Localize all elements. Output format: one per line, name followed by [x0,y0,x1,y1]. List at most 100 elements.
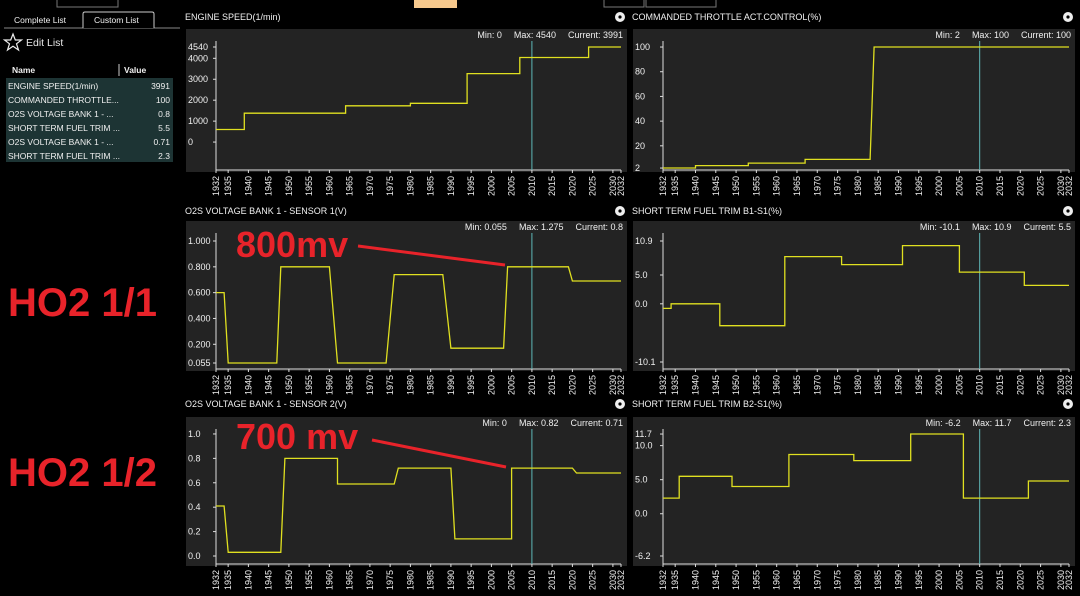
stat: Min: -10.1 [920,222,960,232]
x-tick-label: 1940 [690,176,700,196]
stat: Min: 0 [477,30,502,40]
x-tick-label: 1935 [223,570,233,590]
chart-title: O2S VOLTAGE BANK 1 - SENSOR 2(V) [185,399,347,409]
y-tick-label: 3000 [188,74,208,84]
stat: Current: 0.71 [570,418,623,428]
x-tick-label: 2015 [547,570,557,590]
annotation: 800mv [236,224,348,265]
x-tick-label: 2005 [507,375,517,395]
x-tick-label: 2032 [616,375,626,395]
column-header: Value [124,65,146,75]
x-tick-label: 2005 [954,570,964,590]
x-tick-label: 1955 [751,176,761,196]
edit-list[interactable]: Edit List [26,37,63,49]
x-tick-label: 1940 [243,375,253,395]
x-tick-label: 1985 [873,375,883,395]
x-tick-label: 2010 [975,375,985,395]
x-tick-label: 1950 [731,375,741,395]
y-tick-label: 0.400 [188,313,211,323]
y-tick-label: 0.800 [188,262,211,272]
x-tick-label: 2030 [1056,570,1066,590]
chart-title: SHORT TERM FUEL TRIM B2-S1(%) [632,399,782,409]
x-tick-label: 1985 [426,375,436,395]
chart-title: O2S VOLTAGE BANK 1 - SENSOR 1(V) [185,206,347,216]
x-tick-label: 1950 [731,176,741,196]
x-tick-label: 1970 [812,375,822,395]
y-tick-label: 11.7 [635,429,652,439]
x-tick-label: 2010 [527,570,537,590]
x-tick-label: 1950 [731,570,741,590]
y-tick-label: 10.9 [635,236,653,246]
x-tick-label: 2020 [1015,375,1025,395]
x-tick-label: 1955 [304,176,314,196]
x-tick-label: 1935 [223,176,233,196]
x-tick-label: 1970 [365,176,375,196]
stat: Max: 1.275 [519,222,564,232]
x-tick-label: 1940 [690,375,700,395]
y-tick-label: 0.6 [188,478,201,488]
toolbar-button[interactable] [414,0,457,8]
x-tick-label: 1940 [690,570,700,590]
x-tick-label: 2025 [1036,375,1046,395]
plot-area [186,221,627,371]
x-tick-label: 2010 [527,176,537,196]
x-tick-label: 1945 [711,375,721,395]
y-tick-label: 0.055 [188,358,211,368]
x-tick-label: 1995 [466,375,476,395]
x-tick-label: 2025 [588,375,598,395]
x-tick-label: 1965 [345,176,355,196]
plot-area [633,417,1075,566]
toolbar-button[interactable] [56,0,119,8]
y-tick-label: 2000 [188,95,208,105]
x-tick-label: 1980 [853,176,863,196]
x-tick-label: 2020 [1015,570,1025,590]
row-value: 100 [156,95,170,105]
x-tick-label: 2030 [608,176,618,196]
chart-panel: O2S VOLTAGE BANK 1 - SENSOR 1(V) Current:… [185,206,627,395]
row-name: SHORT TERM FUEL TRIM ... [8,123,120,133]
y-tick-label: 60 [635,91,645,101]
x-tick-label: 1995 [466,176,476,196]
y-tick-label: 5.0 [635,270,648,280]
annotation-arrow [371,438,507,469]
row-value: 2.3 [158,151,170,161]
x-tick-label: 1960 [772,570,782,590]
y-tick-label: -10.1 [635,357,656,367]
x-tick-label: 1945 [711,570,721,590]
x-tick-label: 1970 [365,570,375,590]
chart-panel: O2S VOLTAGE BANK 1 - SENSOR 2(V) Current:… [185,399,627,590]
x-tick-label: 1970 [812,570,822,590]
y-tick-label: 20 [635,141,645,151]
x-tick-label: 2032 [616,570,626,590]
x-tick-label: 1975 [833,176,843,196]
y-tick-label: 0.2 [188,527,201,537]
star-icon[interactable] [2,32,24,52]
y-tick-label: 0.0 [635,509,648,519]
x-tick-label: 2025 [588,176,598,196]
x-tick-label: 1955 [304,375,314,395]
row-name: ENGINE SPEED(1/min) [8,81,98,91]
toolbar-button[interactable] [645,0,717,8]
y-tick-label: 1.000 [188,236,211,246]
x-tick-label: 1995 [466,570,476,590]
tab-active[interactable] [82,11,155,28]
x-tick-label: 2015 [995,570,1005,590]
stat: Current: 100 [1021,30,1071,40]
x-tick-label: 1932 [211,176,221,196]
side-label: HO2 1/1 [8,281,157,325]
stat: Max: 10.9 [972,222,1012,232]
column-header: Name [12,65,35,75]
x-tick-label: 1990 [446,176,456,196]
x-tick-label: 2025 [1036,176,1046,196]
toolbar-button[interactable] [603,0,645,8]
tab[interactable]: Custom List [94,15,140,25]
tab[interactable]: Complete List [14,15,67,25]
x-tick-label: 2020 [1015,176,1025,196]
row-name: COMMANDED THROTTLE... [8,95,119,105]
x-tick-label: 2015 [547,375,557,395]
x-tick-label: 1990 [446,375,456,395]
x-tick-label: 1945 [264,375,274,395]
plot-area [633,29,1075,172]
y-tick-label: 4540 [188,42,208,52]
